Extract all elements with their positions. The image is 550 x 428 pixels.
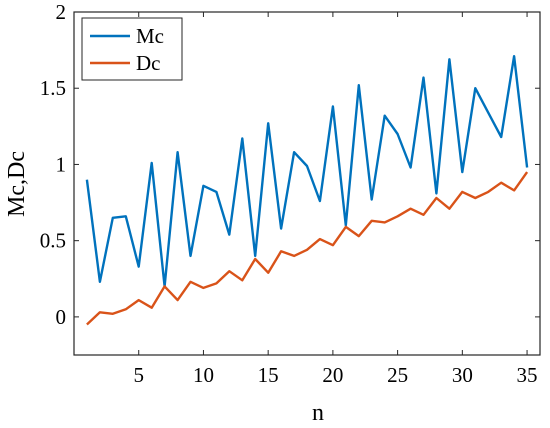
y-tick-label: 2 — [56, 0, 67, 24]
x-tick-label: 5 — [133, 363, 144, 387]
axis-ticks: 5 10 15 20 25 30 35 0 0.5 1 1.5 2 — [40, 0, 540, 387]
legend-box — [81, 17, 183, 81]
x-tick-label: 35 — [517, 363, 538, 387]
y-tick-label: 0.5 — [40, 229, 66, 253]
legend-label-mc: Mc — [136, 24, 164, 48]
x-tick-label: 30 — [452, 363, 473, 387]
x-tick-label: 10 — [193, 363, 214, 387]
series-line-dc — [86, 171, 529, 326]
x-axis-label: n — [312, 400, 324, 426]
series-lines — [85, 55, 529, 326]
legend: Mc Dc — [81, 17, 183, 81]
y-tick-label: 1.5 — [40, 76, 66, 100]
y-tick-label: 1 — [56, 152, 67, 176]
series-line-mc — [85, 55, 529, 288]
y-axis-label: Mc,Dc — [4, 151, 30, 217]
y-tick-label: 0 — [56, 305, 67, 329]
x-tick-label: 15 — [258, 363, 279, 387]
x-tick-label: 25 — [387, 363, 408, 387]
x-tick-label: 20 — [322, 363, 343, 387]
legend-label-dc: Dc — [136, 51, 161, 75]
